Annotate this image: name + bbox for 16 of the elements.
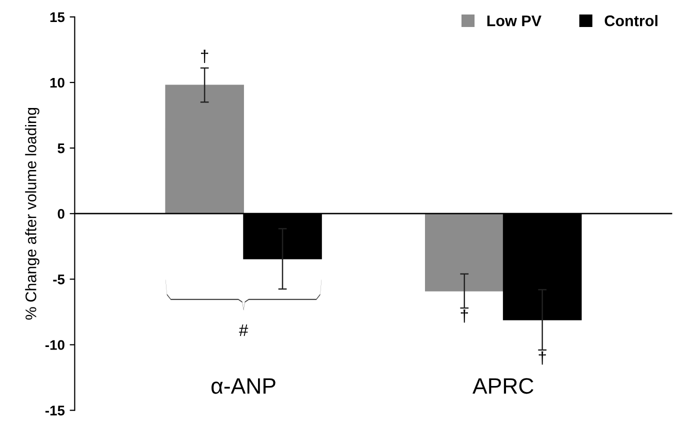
y-tick-label: 15 [50, 12, 65, 22]
y-tick-label: 10 [50, 78, 64, 88]
y-tick-label: 0 [58, 208, 64, 219]
legend-label: Control [604, 15, 658, 26]
y-tick-label: -10 [45, 340, 64, 350]
y-tick-label: -15 [45, 406, 65, 416]
x-tick-label: APRC [472, 378, 534, 394]
y-tick-label: 5 [58, 144, 65, 154]
y-tick-label: -5 [53, 274, 65, 284]
annotation: # [238, 324, 248, 336]
x-tick-label: α-ANP [212, 378, 276, 394]
annotation: † [538, 351, 546, 365]
annotation: † [460, 309, 468, 323]
annotation: † [201, 50, 208, 64]
legend-label: Low PV [487, 16, 542, 26]
y-axis-title: % Change after volume loading [25, 108, 40, 320]
